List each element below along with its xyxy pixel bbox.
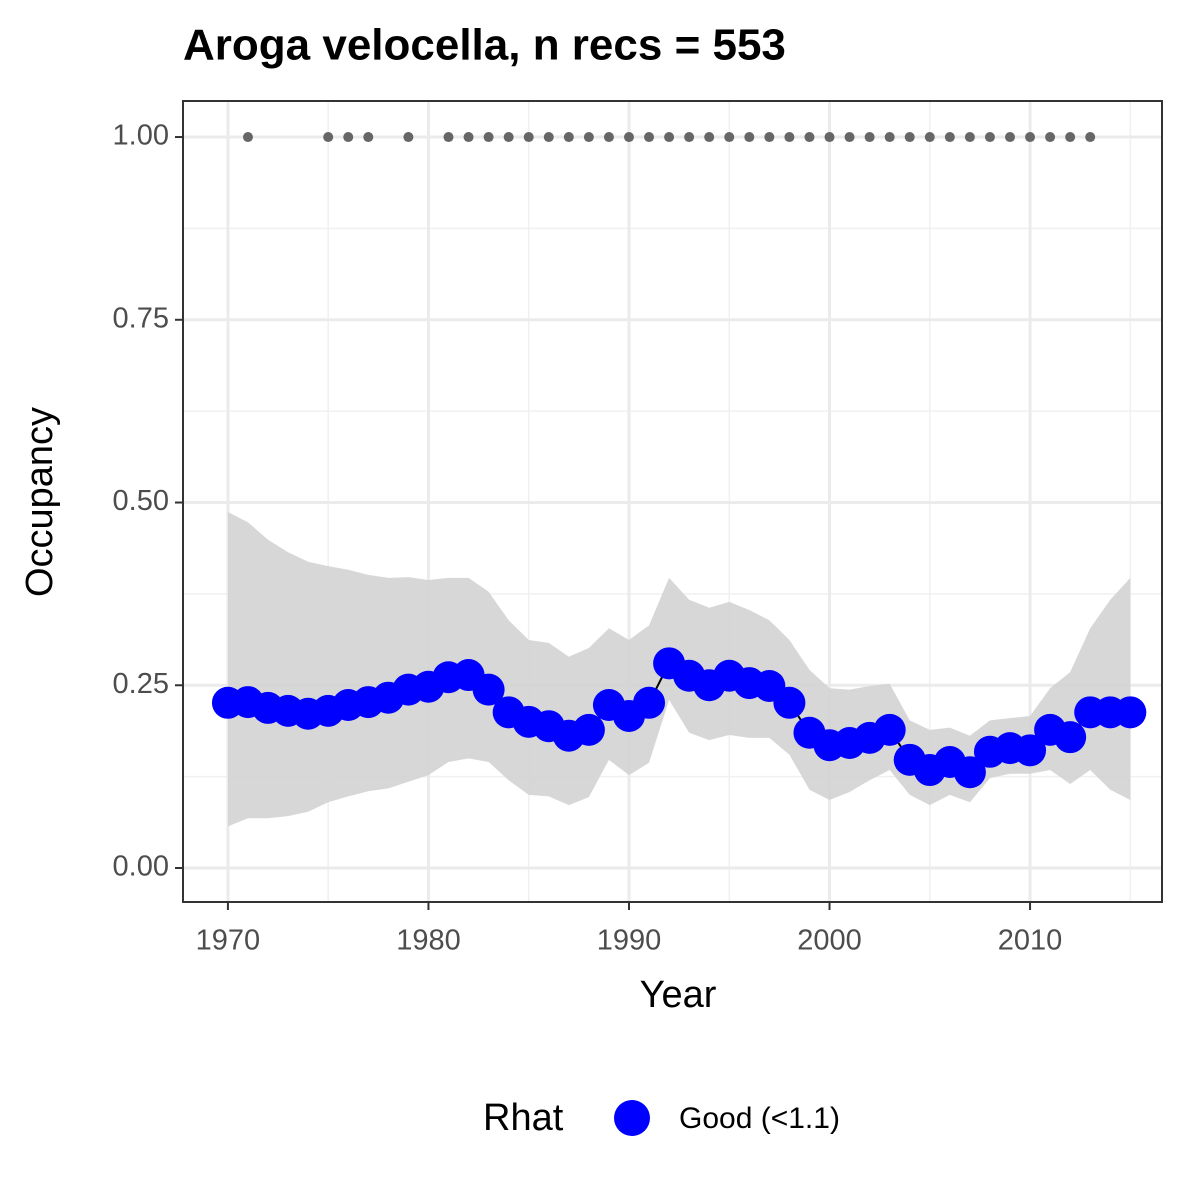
record-point: [323, 132, 334, 143]
occupancy-point: [1014, 734, 1047, 767]
x-tick-label: 2000: [797, 925, 862, 957]
record-point: [403, 132, 414, 143]
record-point: [784, 132, 795, 143]
record-point: [864, 132, 875, 143]
record-point: [563, 132, 574, 143]
y-tick-label: 0.50: [113, 485, 169, 517]
occupancy-point: [953, 756, 986, 789]
occupancy-point: [1114, 696, 1147, 729]
x-tick-label: 2010: [998, 925, 1063, 957]
chart-title: Aroga velocella, n recs = 553: [183, 21, 786, 70]
legend-marker: [614, 1100, 650, 1136]
x-tick-label: 1970: [196, 925, 261, 957]
occupancy-point: [472, 673, 505, 706]
occupancy-point: [633, 686, 666, 719]
record-point: [724, 132, 735, 143]
record-point: [684, 132, 695, 143]
record-point: [623, 132, 634, 143]
record-point: [1085, 132, 1096, 143]
record-point: [242, 132, 253, 143]
record-point: [363, 132, 374, 143]
y-tick-label: 0.00: [113, 851, 169, 883]
record-point: [884, 132, 895, 143]
occupancy-point: [1054, 721, 1087, 754]
record-point: [804, 132, 815, 143]
record-point: [503, 132, 514, 143]
x-tick-label: 1990: [597, 925, 662, 957]
record-point: [343, 132, 354, 143]
record-point: [824, 132, 835, 143]
record-point: [964, 132, 975, 143]
record-point: [744, 132, 755, 143]
record-point: [1065, 132, 1076, 143]
record-point: [603, 132, 614, 143]
x-tick-label: 1980: [396, 925, 461, 957]
record-point: [924, 132, 935, 143]
panel-border: [182, 100, 1163, 903]
record-point: [664, 132, 675, 143]
legend-title: Rhat: [483, 1097, 564, 1139]
occupancy-point: [873, 713, 906, 746]
record-point: [644, 132, 655, 143]
record-point: [984, 132, 995, 143]
record-point: [483, 132, 494, 143]
record-point: [704, 132, 715, 143]
record-point: [543, 132, 554, 143]
record-point: [844, 132, 855, 143]
occupancy-point: [773, 686, 806, 719]
x-axis-label: Year: [640, 974, 717, 1016]
y-axis-label: Occupancy: [19, 407, 61, 597]
record-point: [583, 132, 594, 143]
record-point: [1004, 132, 1015, 143]
y-tick-label: 1.00: [113, 120, 169, 152]
occupancy-point: [572, 713, 605, 746]
record-point: [764, 132, 775, 143]
record-point: [1025, 132, 1036, 143]
record-point: [443, 132, 454, 143]
record-point: [904, 132, 915, 143]
y-tick-label: 0.25: [113, 668, 169, 700]
record-point: [1045, 132, 1056, 143]
legend-label: Good (<1.1): [679, 1102, 840, 1135]
y-tick-label: 0.75: [113, 302, 169, 334]
record-point: [523, 132, 534, 143]
record-point: [944, 132, 955, 143]
record-point: [463, 132, 474, 143]
